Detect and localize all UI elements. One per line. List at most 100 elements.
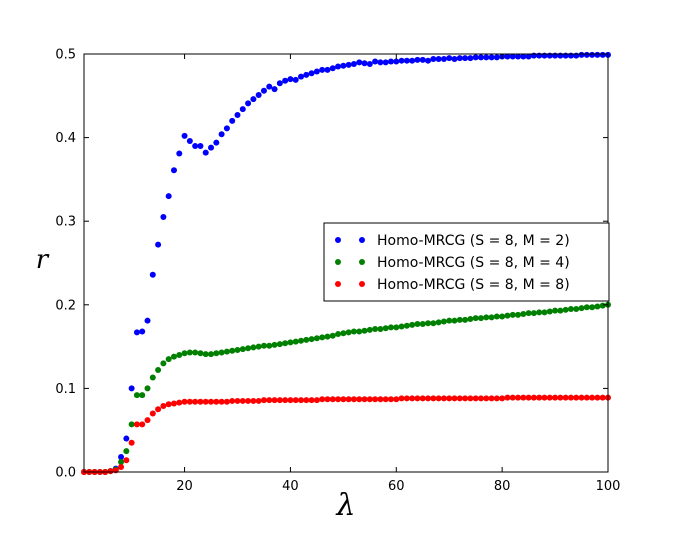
data-point	[499, 395, 506, 402]
data-point	[409, 321, 416, 328]
data-point	[430, 56, 437, 63]
data-point	[483, 314, 490, 321]
data-point	[308, 70, 315, 77]
data-point	[245, 100, 252, 107]
data-point	[308, 397, 315, 404]
data-point	[573, 305, 580, 312]
data-point	[266, 342, 273, 349]
data-point	[181, 350, 188, 357]
x-tick-label: 100	[596, 479, 621, 494]
data-point	[245, 345, 252, 352]
data-point	[552, 307, 559, 314]
data-point	[398, 323, 405, 330]
data-point	[377, 326, 384, 333]
data-point	[239, 106, 246, 113]
data-point	[340, 330, 347, 337]
data-point	[414, 395, 421, 402]
data-point	[176, 351, 183, 358]
ticks-layer: 20 40 60 80 100 0.0 0.1 0.2 0.3 0.4 0.5	[55, 48, 620, 495]
data-point	[451, 317, 458, 324]
legend-label: Homo-MRCG (S = 8, M = 8)	[377, 277, 570, 293]
data-point	[398, 57, 405, 64]
data-point	[287, 397, 294, 404]
y-axis-label: r	[36, 245, 50, 275]
data-point	[467, 395, 474, 402]
legend-marker	[335, 237, 341, 243]
data-point	[208, 144, 215, 151]
y-tick-label: 0.0	[55, 466, 76, 481]
data-point	[573, 394, 580, 401]
data-point	[488, 54, 495, 61]
data-point	[181, 132, 188, 139]
data-point	[298, 337, 305, 344]
data-point	[435, 319, 442, 326]
data-point	[282, 397, 289, 404]
data-point	[515, 311, 522, 318]
data-point	[245, 397, 252, 404]
series-2	[81, 301, 611, 475]
data-point	[578, 51, 585, 58]
data-point	[107, 468, 114, 475]
data-point	[488, 314, 495, 321]
data-point	[144, 417, 151, 424]
data-point	[250, 344, 257, 351]
data-point	[160, 402, 167, 409]
data-point	[335, 63, 342, 70]
data-point	[419, 56, 426, 63]
data-point	[234, 346, 241, 353]
data-point	[467, 316, 474, 323]
data-point	[599, 394, 606, 401]
data-point	[377, 396, 384, 403]
data-point	[483, 395, 490, 402]
data-point	[139, 392, 146, 399]
data-point	[197, 398, 204, 405]
x-tick-label: 60	[388, 479, 405, 494]
data-point	[583, 394, 590, 401]
series-1	[81, 51, 611, 475]
data-point	[488, 395, 495, 402]
data-point	[382, 396, 389, 403]
data-point	[372, 58, 379, 65]
legend-label: Homo-MRCG (S = 8, M = 2)	[377, 233, 570, 249]
data-point	[170, 167, 177, 174]
data-point	[276, 397, 283, 404]
data-point	[218, 398, 225, 405]
data-point	[462, 55, 469, 62]
data-point	[271, 397, 278, 404]
data-point	[250, 397, 257, 404]
data-point	[589, 394, 596, 401]
data-point	[255, 91, 262, 98]
x-axis-label: λ	[335, 488, 355, 523]
data-point	[509, 394, 516, 401]
data-point	[208, 351, 215, 358]
data-point	[186, 398, 193, 405]
data-point	[425, 395, 432, 402]
data-point	[345, 61, 352, 68]
data-point	[192, 349, 199, 356]
data-point	[223, 125, 230, 132]
data-point	[515, 394, 522, 401]
data-point	[165, 356, 172, 363]
legend-box	[323, 222, 610, 302]
data-point	[398, 395, 405, 402]
data-point	[462, 395, 469, 402]
data-point	[282, 340, 289, 347]
data-point	[446, 55, 453, 62]
data-point	[144, 385, 151, 392]
data-point	[589, 304, 596, 311]
data-point	[557, 394, 564, 401]
data-point	[319, 66, 326, 73]
data-point	[313, 68, 320, 75]
data-point	[472, 395, 479, 402]
data-point	[425, 320, 432, 327]
data-point	[165, 401, 172, 408]
data-point	[202, 149, 209, 156]
data-point	[260, 342, 267, 349]
data-point	[366, 61, 373, 68]
data-point	[128, 385, 135, 392]
data-point	[525, 394, 532, 401]
data-point	[594, 51, 601, 58]
data-point	[155, 241, 162, 248]
data-point	[546, 394, 553, 401]
data-point	[541, 394, 548, 401]
